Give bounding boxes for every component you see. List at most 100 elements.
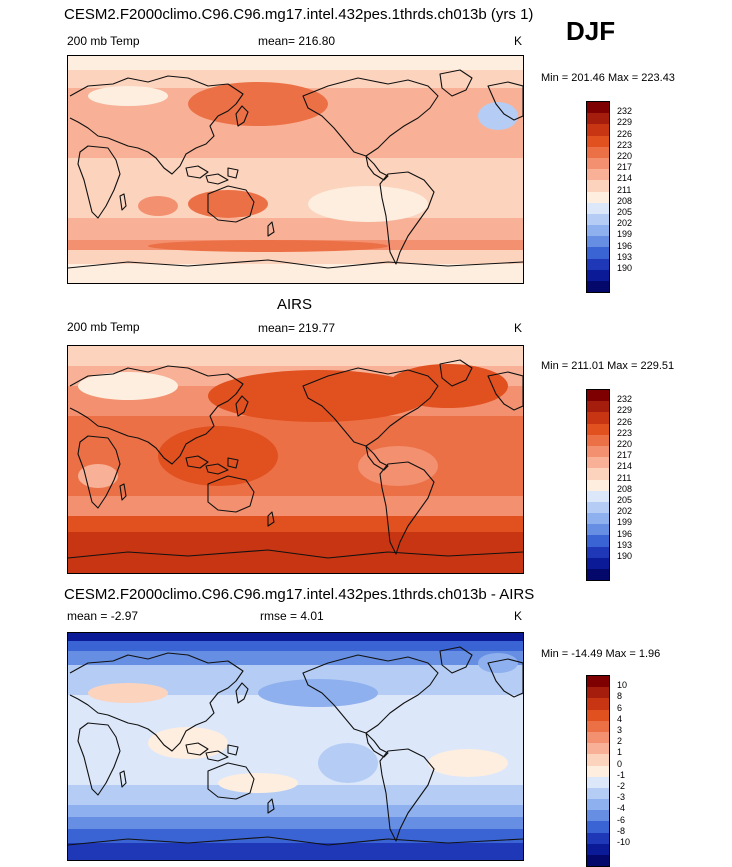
colorbar-tick-label: 199 [617,229,633,240]
colorbar-swatch [587,535,609,547]
colorbar-tick-label: 190 [617,263,633,273]
colorbar-swatch [587,832,609,844]
colorbar-swatch [587,569,609,581]
colorbar-swatch [587,401,609,413]
coastline [119,193,127,211]
coastline [69,365,244,465]
panel2-left-label: 200 mb Temp [67,320,140,334]
colorbar-swatch [587,676,609,688]
coastline [302,367,439,447]
colorbar-swatch [587,513,609,525]
coastline [227,457,239,469]
panel1-left-label: 200 mb Temp [67,34,140,48]
panel3-title: CESM2.F2000climo.C96.C96.mg17.intel.432p… [64,586,535,603]
coastline [267,221,275,237]
colorbar-swatch [587,225,609,237]
colorbar-tick-label: 217 [617,450,633,461]
coastline [487,81,523,121]
coastline [267,511,275,527]
coastline [185,742,209,756]
colorbar-tick-label: 211 [617,184,632,195]
colorbar-tick-label: 214 [617,461,633,472]
panel3-rmse-label: rmse = 4.01 [260,609,324,623]
panel3-units: K [514,609,523,623]
coastline [439,359,473,387]
colorbar-tick-label: -4 [617,803,626,814]
colorbar-tick-label: 226 [617,128,633,139]
colorbar-tick-label: 202 [617,506,633,517]
coastline [487,371,523,411]
colorbar-swatch [587,457,609,469]
colorbar-swatch [587,754,609,766]
coastline [235,395,249,417]
coastline [379,748,435,842]
colorbar-swatch [587,202,609,214]
coastline [227,167,239,179]
colorbar-swatch [587,479,609,491]
coastline [439,69,473,97]
colorbar-swatch [587,247,609,259]
colorbar-swatch [587,720,609,732]
coastline [185,455,209,469]
colorbar-swatch [587,434,609,446]
panel3-map [67,632,524,861]
coastline [379,461,435,555]
coastline [68,836,523,846]
colorbar-tick-label: 229 [617,405,633,416]
colorbar-tick-label: 1 [617,747,623,758]
colorbar-tick-label: 3 [617,725,623,735]
coastline [379,171,435,265]
panel3-mean-label: mean = -2.97 [67,609,139,623]
colorbar-tick-label: 226 [617,416,633,427]
colorbar-swatch [587,765,609,777]
colorbar-tick-label: -6 [617,814,626,825]
colorbar-swatch [587,855,609,867]
colorbar-tick-label: 4 [617,713,623,724]
panel1-title: CESM2.F2000climo.C96.C96.mg17.intel.432p… [64,6,534,23]
colorbar-tick-label: 199 [617,517,633,528]
colorbar-swatch [587,281,609,293]
panel2-minmax: Min = 211.01 Max = 229.51 [541,360,675,372]
colorbar-swatch [587,423,609,435]
colorbar-tick-label: 220 [617,151,633,161]
colorbar-tick-label: 208 [617,195,633,206]
panel1-map [67,55,524,284]
colorbar-swatches [586,675,610,867]
colorbar-swatch [587,843,609,855]
coastline [77,145,121,219]
coastline [267,798,275,814]
colorbar-swatch [587,258,609,270]
colorbar-tick-label: 205 [617,207,633,217]
colorbar-swatch [587,731,609,744]
colorbar-swatch [587,557,609,569]
coastline [235,682,249,704]
colorbar-swatch [587,102,609,114]
colorbar-tick-label: 208 [617,483,633,494]
coastline [205,463,229,475]
colorbar-tick-label: 232 [617,106,633,117]
coastline [119,770,127,788]
colorbar-swatch [587,821,609,833]
coastline [207,475,255,513]
colorbar-swatch [587,269,609,281]
colorbar-swatch [587,169,609,181]
panel1-colorbar: 232 229 226 223 220 217 214 211 208 205 202 199 196 1… [586,101,632,294]
colorbar-tick-label: 193 [617,251,633,262]
colorbar-tick-label: -10 [617,837,631,847]
coastline [365,732,389,758]
colorbar-swatch [587,236,609,248]
coastline [302,654,439,734]
panel2-mean-label: mean= 219.77 [258,321,336,335]
coastline [119,483,127,501]
colorbar-tick-label: -8 [617,825,626,836]
colorbar-tick-label: 223 [617,139,633,150]
colorbar-tick-label: 223 [617,427,633,438]
colorbar-tick-label: 217 [617,162,633,173]
colorbar-tick-label: -2 [617,781,626,791]
colorbar-tick-label: 6 [617,702,623,713]
colorbar-swatch [587,743,609,755]
coastline [77,722,121,796]
colorbar-swatch [587,787,609,800]
coastline [69,75,244,175]
colorbar-swatch [587,146,609,158]
